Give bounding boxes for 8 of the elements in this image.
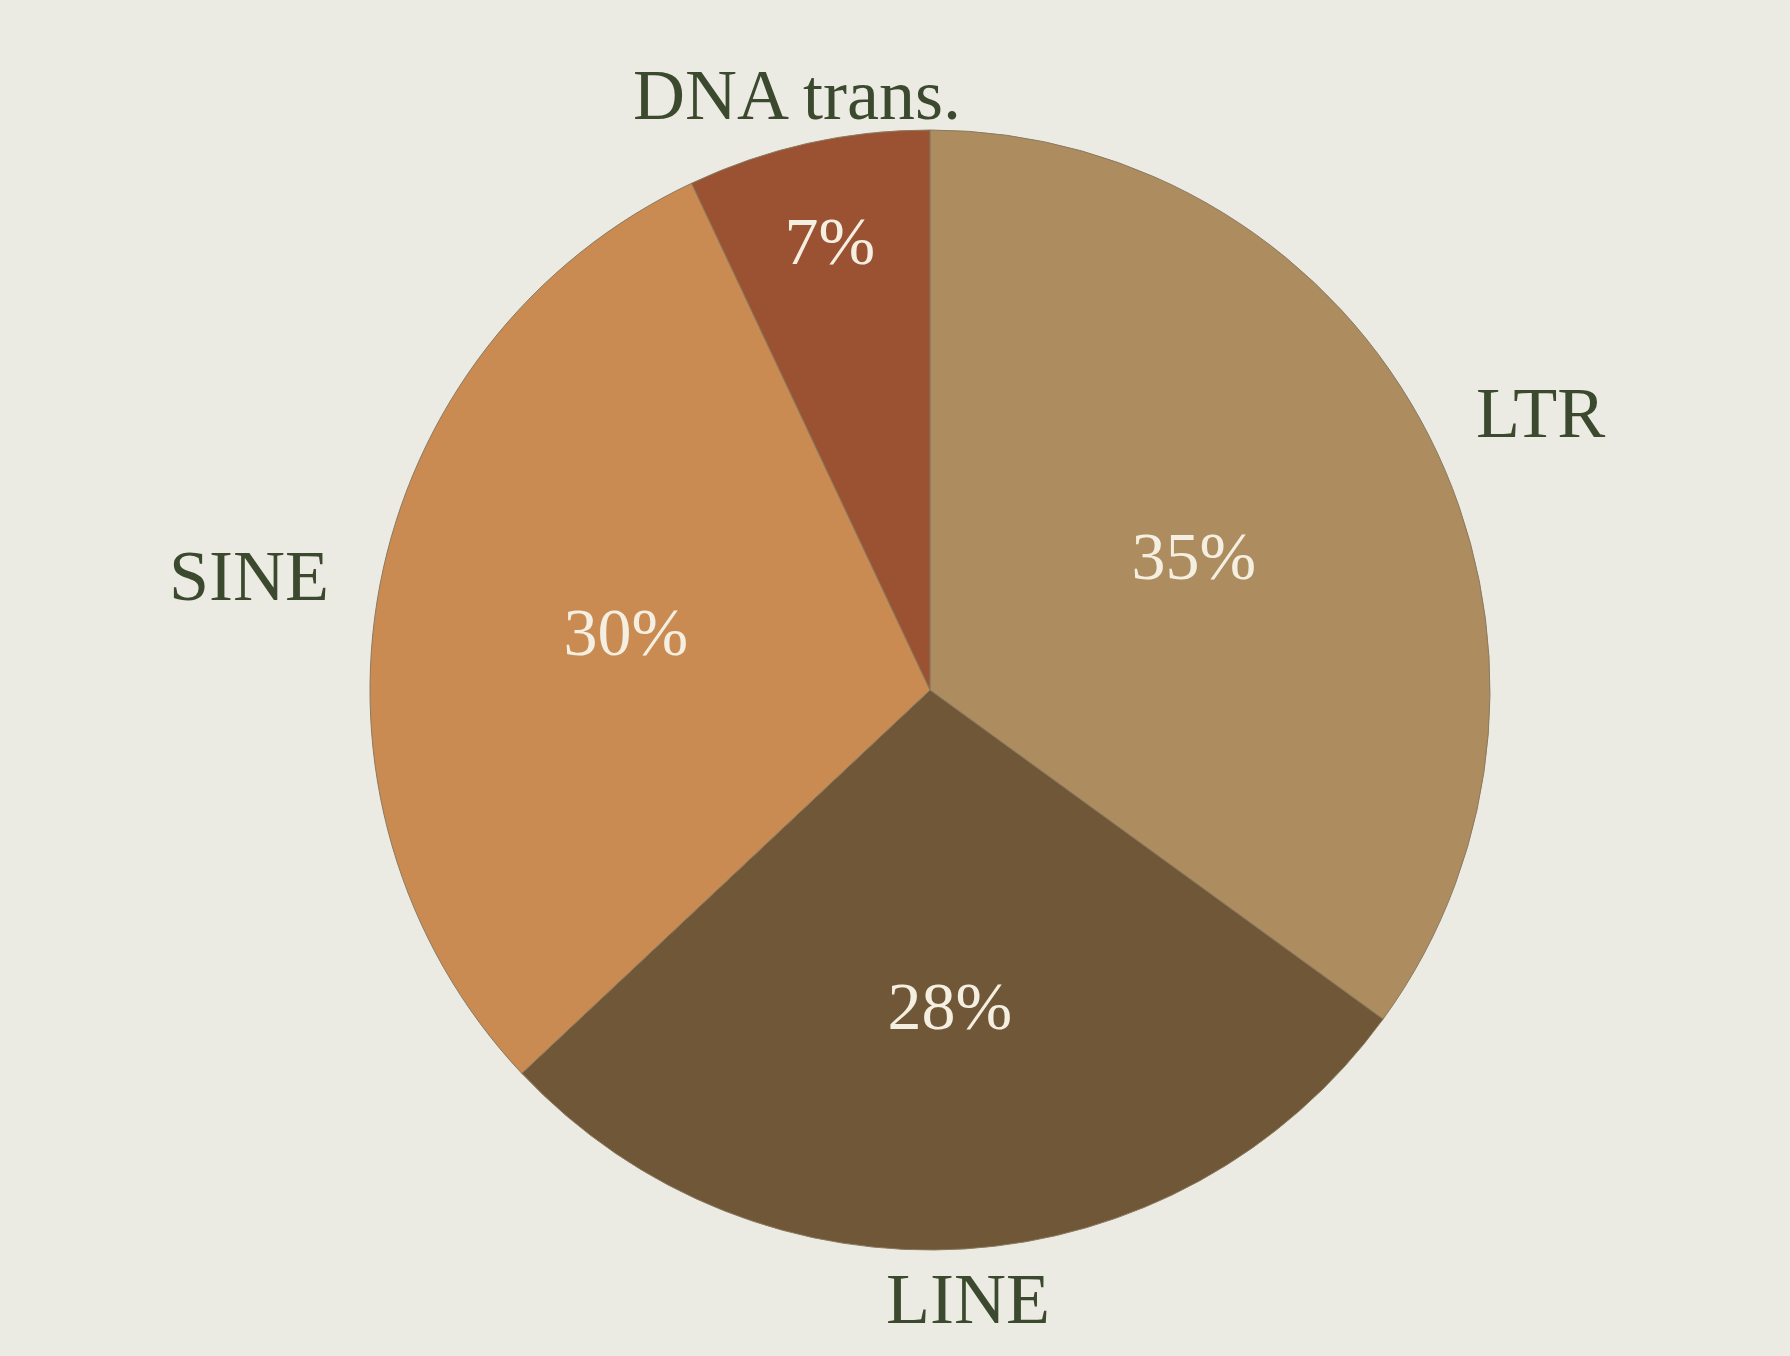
data-label: 28% [887,967,1013,1044]
slice-label: LTR [1476,373,1606,453]
slice-label: SINE [169,536,329,616]
data-label: 7% [784,203,876,280]
slice-label: LINE [886,1259,1050,1339]
data-label: 30% [563,593,689,670]
slice-label: DNA trans. [633,55,961,135]
data-label: 35% [1131,517,1257,594]
